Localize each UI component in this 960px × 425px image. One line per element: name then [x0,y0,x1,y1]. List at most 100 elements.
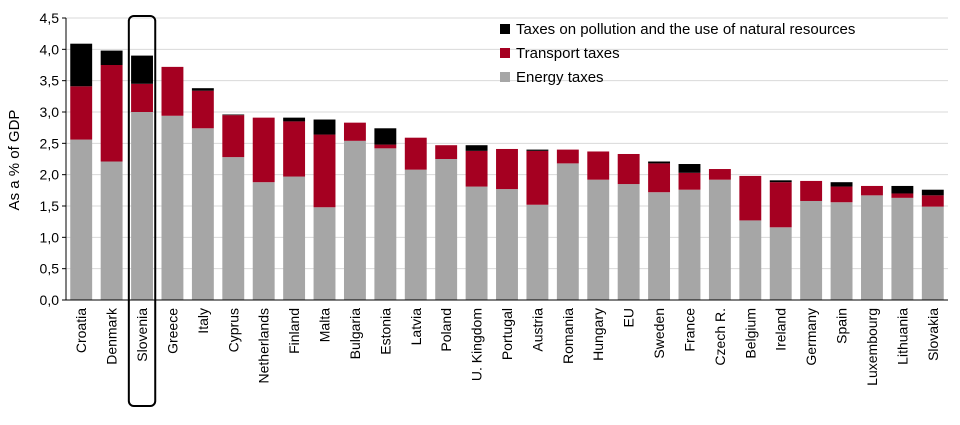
y-tick-label: 4,0 [40,41,60,57]
y-tick-label: 2,0 [40,167,60,183]
bar-transport-taxes [921,195,944,207]
bar-energy-taxes [100,161,123,300]
bar-transport-taxes [830,186,853,203]
bar-energy-taxes [374,148,397,300]
bar-transport-taxes [739,175,762,221]
x-category-label: Ireland [773,308,789,351]
bar-energy-taxes [769,227,792,300]
bar-transport-taxes [556,149,579,164]
bar-transport-taxes [678,172,701,190]
bar-transport-taxes [70,86,93,140]
bar-energy-taxes [161,115,184,300]
bar-energy-taxes [343,140,366,300]
x-category-label: Italy [195,308,211,334]
bar-energy-taxes [678,189,701,300]
x-category-label: Hungary [590,308,606,361]
x-category-label: France [681,308,697,352]
x-category-label: Cyprus [225,308,241,352]
highlight-frame-rect [127,15,157,407]
x-category-label: Finland [286,308,302,354]
x-category-label: Bulgaria [347,308,363,360]
bar-energy-taxes [526,204,549,300]
bar-transport-taxes [800,180,823,201]
x-category-label: Austria [529,308,545,352]
bar-energy-taxes [131,112,153,300]
bar-pollution-taxes [891,185,914,194]
x-category-label: Netherlands [256,308,272,384]
x-category-label: Slovakia [925,308,941,361]
bar-energy-taxes [587,179,610,300]
legend: Taxes on pollution and the use of natura… [500,21,855,86]
bar-transport-taxes [769,182,792,228]
legend-label: Transport taxes [516,45,620,62]
bar-energy-taxes [496,189,518,300]
bar-pollution-taxes [70,43,93,87]
legend-swatch [500,72,510,82]
y-tick-label: 0,0 [40,292,60,308]
bar-pollution-taxes [131,55,153,84]
x-category-label: U. Kingdom [469,308,485,381]
bar-transport-taxes [131,83,153,112]
y-tick-label: 0,5 [40,261,60,277]
bar-transport-taxes [283,121,306,177]
bar-transport-taxes [587,151,610,180]
bar-energy-taxes [891,197,914,300]
x-category-label: Czech R. [712,308,728,366]
bar-transport-taxes [222,115,245,158]
bar-energy-taxes [648,192,671,300]
legend-swatch [500,48,510,58]
bar-transport-taxes [496,148,518,190]
y-tick-label: 1,5 [40,198,60,214]
bar-pollution-taxes [100,50,123,65]
bar-energy-taxes [800,200,823,300]
x-category-label: Lithuania [894,308,910,365]
bar-energy-taxes [222,157,245,300]
bar-pollution-taxes [222,114,245,116]
bar-transport-taxes [891,193,914,198]
bar-pollution-taxes [191,88,214,91]
bar-transport-taxes [435,145,458,159]
legend-label: Energy taxes [516,69,604,86]
axes [62,17,948,301]
bar-pollution-taxes [465,145,488,151]
legend-label: Taxes on pollution and the use of natura… [516,21,855,38]
x-category-label: Romania [560,308,576,364]
bar-energy-taxes [252,182,275,300]
bar-transport-taxes [617,153,640,185]
x-category-label: Slovenia [134,308,150,362]
bar-pollution-taxes [678,164,701,173]
bar-pollution-taxes [526,149,549,151]
bar-energy-taxes [283,176,306,300]
x-category-label: Denmark [104,307,120,365]
bar-pollution-taxes [830,182,853,187]
x-category-label: Portugal [499,308,515,360]
x-category-label: Germany [803,308,819,366]
bar-energy-taxes [830,202,853,300]
bar-transport-taxes [343,122,366,141]
legend-swatch [500,24,510,34]
bar-transport-taxes [191,90,214,129]
bar-transport-taxes [252,117,275,183]
x-category-label: Greece [164,308,180,354]
bar-transport-taxes [374,144,397,149]
bar-energy-taxes [739,220,762,300]
bar-pollution-taxes [921,189,944,196]
bar-transport-taxes [648,163,671,193]
bar-energy-taxes [435,159,458,300]
bar-energy-taxes [404,169,427,300]
bar-energy-taxes [921,206,944,300]
bar-transport-taxes [100,65,123,162]
x-category-label: Poland [438,308,454,352]
y-tick-labels: 0,0 0,5 1,0 1,5 2,0 2,5 3,0 3,5 4,0 4,5 [40,10,60,308]
x-category-label: Luxembourg [864,308,880,386]
bar-transport-taxes [465,150,488,187]
bar-energy-taxes [617,184,640,300]
bar-transport-taxes [313,134,336,208]
x-category-label: Croatia [73,308,89,353]
bar-pollution-taxes [283,117,306,122]
x-category-label: Latvia [408,308,424,346]
highlight-frame [127,15,157,407]
bar-transport-taxes [161,66,184,116]
